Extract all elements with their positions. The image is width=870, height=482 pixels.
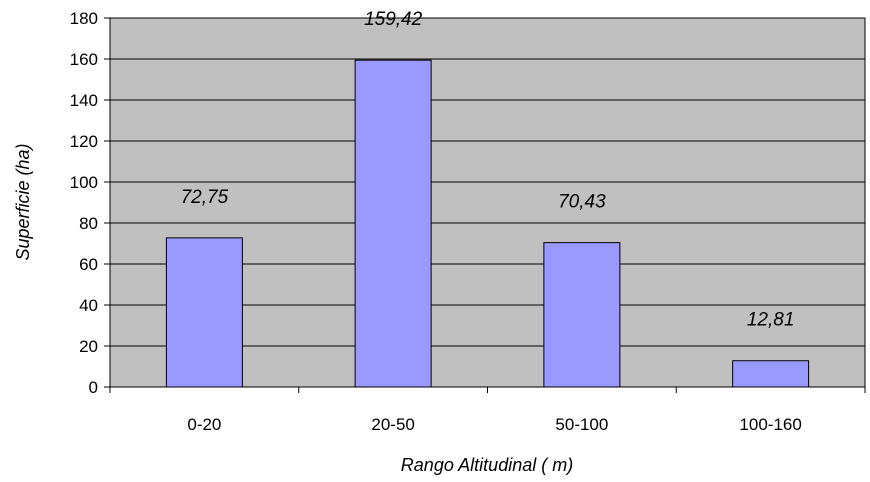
- data-label: 70,43: [558, 192, 606, 213]
- x-axis: 0-20 20-50 50-100 100-160: [109, 386, 866, 434]
- data-label: 12,81: [747, 310, 795, 331]
- bars: [165, 59, 810, 388]
- x-tick-label: 0-20: [187, 415, 221, 434]
- bar: [354, 59, 432, 388]
- x-tick-label: 100-160: [739, 415, 801, 434]
- y-tick-label: 180: [70, 9, 98, 28]
- x-tick-label: 50-100: [555, 415, 608, 434]
- y-tick-label: 40: [79, 296, 98, 315]
- bar: [732, 360, 810, 388]
- y-tick-label: 80: [79, 214, 98, 233]
- y-tick-label: 120: [70, 132, 98, 151]
- y-axis-title: Superficie (ha): [13, 143, 33, 260]
- y-tick-label: 0: [89, 378, 98, 397]
- x-tick-label: 20-50: [371, 415, 414, 434]
- data-label: 159,42: [364, 9, 423, 30]
- y-tick-label: 160: [70, 50, 98, 69]
- data-labels: 72,75 159,42 70,43 12,81: [181, 9, 795, 331]
- x-axis-title: Rango Altitudinal ( m): [401, 455, 573, 475]
- y-tick-label: 140: [70, 91, 98, 110]
- bar: [165, 237, 243, 388]
- data-label: 72,75: [181, 187, 229, 208]
- y-tick-label: 20: [79, 337, 98, 356]
- y-tick-label: 60: [79, 255, 98, 274]
- y-tick-label: 100: [70, 173, 98, 192]
- bar: [543, 242, 621, 388]
- y-axis: 0 20 40 60 80 100 120 140 160 180: [70, 9, 111, 397]
